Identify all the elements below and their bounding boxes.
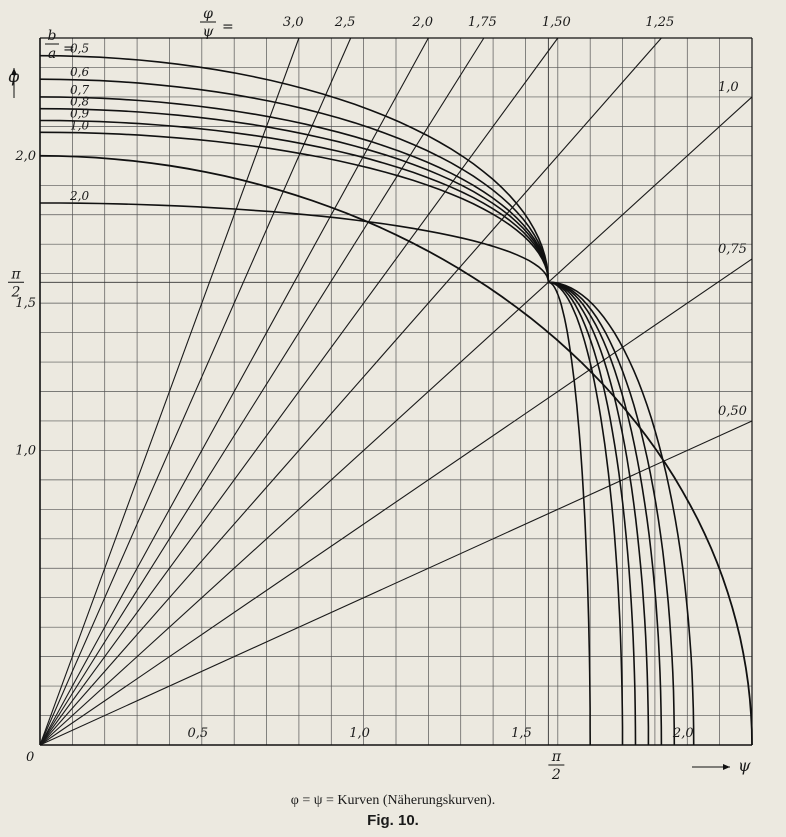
x-axis-arrowhead <box>723 764 730 770</box>
curve-label: 0,7 <box>70 83 89 97</box>
y-tick-label: 1,5 <box>15 296 36 311</box>
ratio-label: 1,0 <box>718 80 739 95</box>
ratio-label: 2,5 <box>334 15 356 30</box>
curve-label: 0,6 <box>70 65 89 79</box>
ratio-line <box>39 420 753 746</box>
ratio-label: 1,50 <box>542 15 571 30</box>
curve-0-6 <box>39 78 676 746</box>
grid <box>40 38 752 745</box>
ratio-line <box>39 37 300 746</box>
ratio-line <box>39 258 753 746</box>
outer-curve <box>39 154 753 746</box>
ratio-header-den: ψ <box>203 24 215 40</box>
curve-header-num: b <box>48 28 57 44</box>
ratio-label: 1,25 <box>645 15 674 30</box>
curve-2-0 <box>40 202 591 746</box>
y-tick-pi-num: π <box>10 266 21 282</box>
ratio-line <box>39 37 429 746</box>
ratio-line <box>39 37 352 746</box>
x-tick-label: 2,0 <box>672 726 694 741</box>
x-axis-label: ψ <box>738 756 751 775</box>
chart-caption: φ = ψ = Kurven (Näherungskurven). <box>290 793 496 808</box>
ratio-label: 3,0 <box>283 15 304 30</box>
ratio-label: 0,75 <box>718 242 747 257</box>
ratio-label: 2,0 <box>411 15 433 30</box>
ratio-line <box>39 96 753 746</box>
x-tick-pi-den: 2 <box>551 767 561 783</box>
y-tick-pi-den: 2 <box>11 284 21 300</box>
x-tick-label: 0,5 <box>187 726 208 741</box>
ratio-line <box>39 37 662 746</box>
y-tick-label: 1,0 <box>15 443 36 458</box>
ratio-header-eq: = <box>222 19 234 35</box>
x-tick-label: 1,0 <box>349 726 370 741</box>
ratio-line <box>39 37 559 746</box>
figure-title: Fig. 10. <box>367 812 419 829</box>
curve-label: 0,8 <box>70 95 89 109</box>
y-axis-arrowhead <box>11 68 17 75</box>
ratio-label: 0,50 <box>718 404 747 419</box>
curve-label: 0,5 <box>70 42 89 56</box>
y-tick-label: 2,0 <box>14 149 36 164</box>
curve-label: 1,0 <box>70 118 89 132</box>
axes <box>39 37 753 746</box>
x-tick-pi-num: π <box>551 749 562 765</box>
ratio-header-num: φ <box>203 6 213 22</box>
x-tick-label: 1,5 <box>511 726 532 741</box>
origin-label: 0 <box>26 750 34 765</box>
ratio-lines <box>39 37 753 746</box>
ratio-label: 1,75 <box>468 15 497 30</box>
curve-label: 2,0 <box>69 189 89 203</box>
curve-header-eq: = <box>63 41 75 57</box>
curve-label: 0,9 <box>70 106 89 120</box>
curve-0-9 <box>39 119 637 746</box>
curves <box>39 54 753 746</box>
curve-header-den: a <box>48 46 56 62</box>
